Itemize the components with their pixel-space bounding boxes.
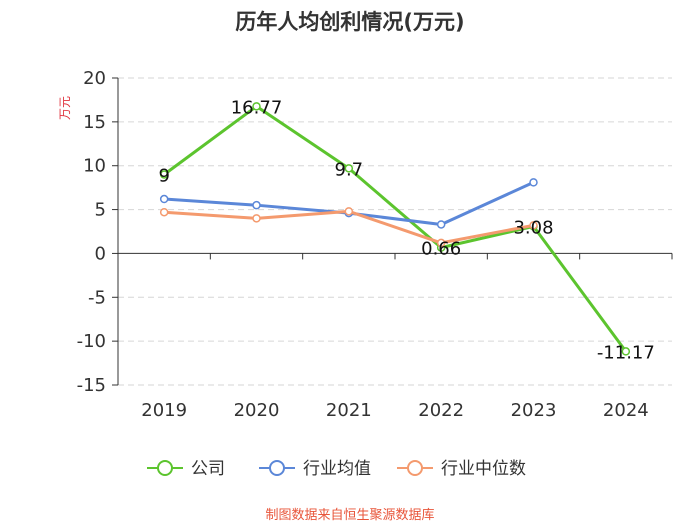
y-tick-label: 15 xyxy=(83,112,106,133)
data-label: 9 xyxy=(158,165,169,186)
legend-label: 行业中位数 xyxy=(441,459,526,479)
data-label: 9.7 xyxy=(335,159,364,180)
data-point xyxy=(436,220,446,229)
legend-marker xyxy=(269,460,285,476)
y-axis-unit: 万元 xyxy=(58,96,72,120)
data-point xyxy=(252,102,261,111)
axes: 20 15 10 5 0 -5 -10 -15 2019 2020 2021 2022 2023 2024 xyxy=(77,68,673,421)
y-tick-label: 10 xyxy=(83,156,106,177)
series-line xyxy=(163,104,628,353)
data-labels: 9 16.77 9.7 0.66 3.08 -11.17 xyxy=(158,97,654,363)
legend-marker xyxy=(157,460,173,476)
grid-lines xyxy=(118,77,672,386)
chart-title: 历年人均创利情况(万元) xyxy=(235,10,464,34)
data-label: 0.66 xyxy=(421,239,461,260)
legend-label: 行业均值 xyxy=(303,459,371,479)
data-point xyxy=(436,238,446,248)
x-tick-label: 2021 xyxy=(326,400,372,421)
data-point xyxy=(529,178,538,187)
legend-marker xyxy=(407,460,423,476)
y-tick-label: -5 xyxy=(88,287,106,308)
x-tick-label: 2020 xyxy=(234,400,280,421)
y-tick-label: 0 xyxy=(95,243,106,264)
x-tick-label: 2019 xyxy=(141,400,187,421)
y-tick-label: -15 xyxy=(77,375,106,396)
legend-label: 公司 xyxy=(191,459,225,479)
source-note: 制图数据来自恒生聚源数据库 xyxy=(265,507,434,523)
data-point xyxy=(621,347,631,356)
series-line xyxy=(164,181,535,226)
legend: 公司 行业均值 行业中位数 xyxy=(147,459,526,479)
data-label: -11.17 xyxy=(597,342,655,363)
data-point xyxy=(159,170,169,179)
data-point xyxy=(159,194,169,204)
series-lines xyxy=(159,102,631,356)
y-tick-label: 20 xyxy=(83,68,106,89)
data-point xyxy=(252,214,261,223)
x-tick-label: 2022 xyxy=(418,400,464,421)
data-point xyxy=(529,221,538,230)
y-tick-label: 5 xyxy=(95,200,106,221)
data-label: 16.77 xyxy=(231,97,283,118)
data-point xyxy=(159,207,169,217)
data-point xyxy=(344,207,354,216)
x-tick-label: 2024 xyxy=(603,400,649,421)
data-label: 3.08 xyxy=(513,217,553,238)
data-point xyxy=(252,200,261,210)
data-point xyxy=(344,164,354,173)
y-tick-label: -10 xyxy=(77,331,106,352)
x-tick-label: 2023 xyxy=(511,400,557,421)
